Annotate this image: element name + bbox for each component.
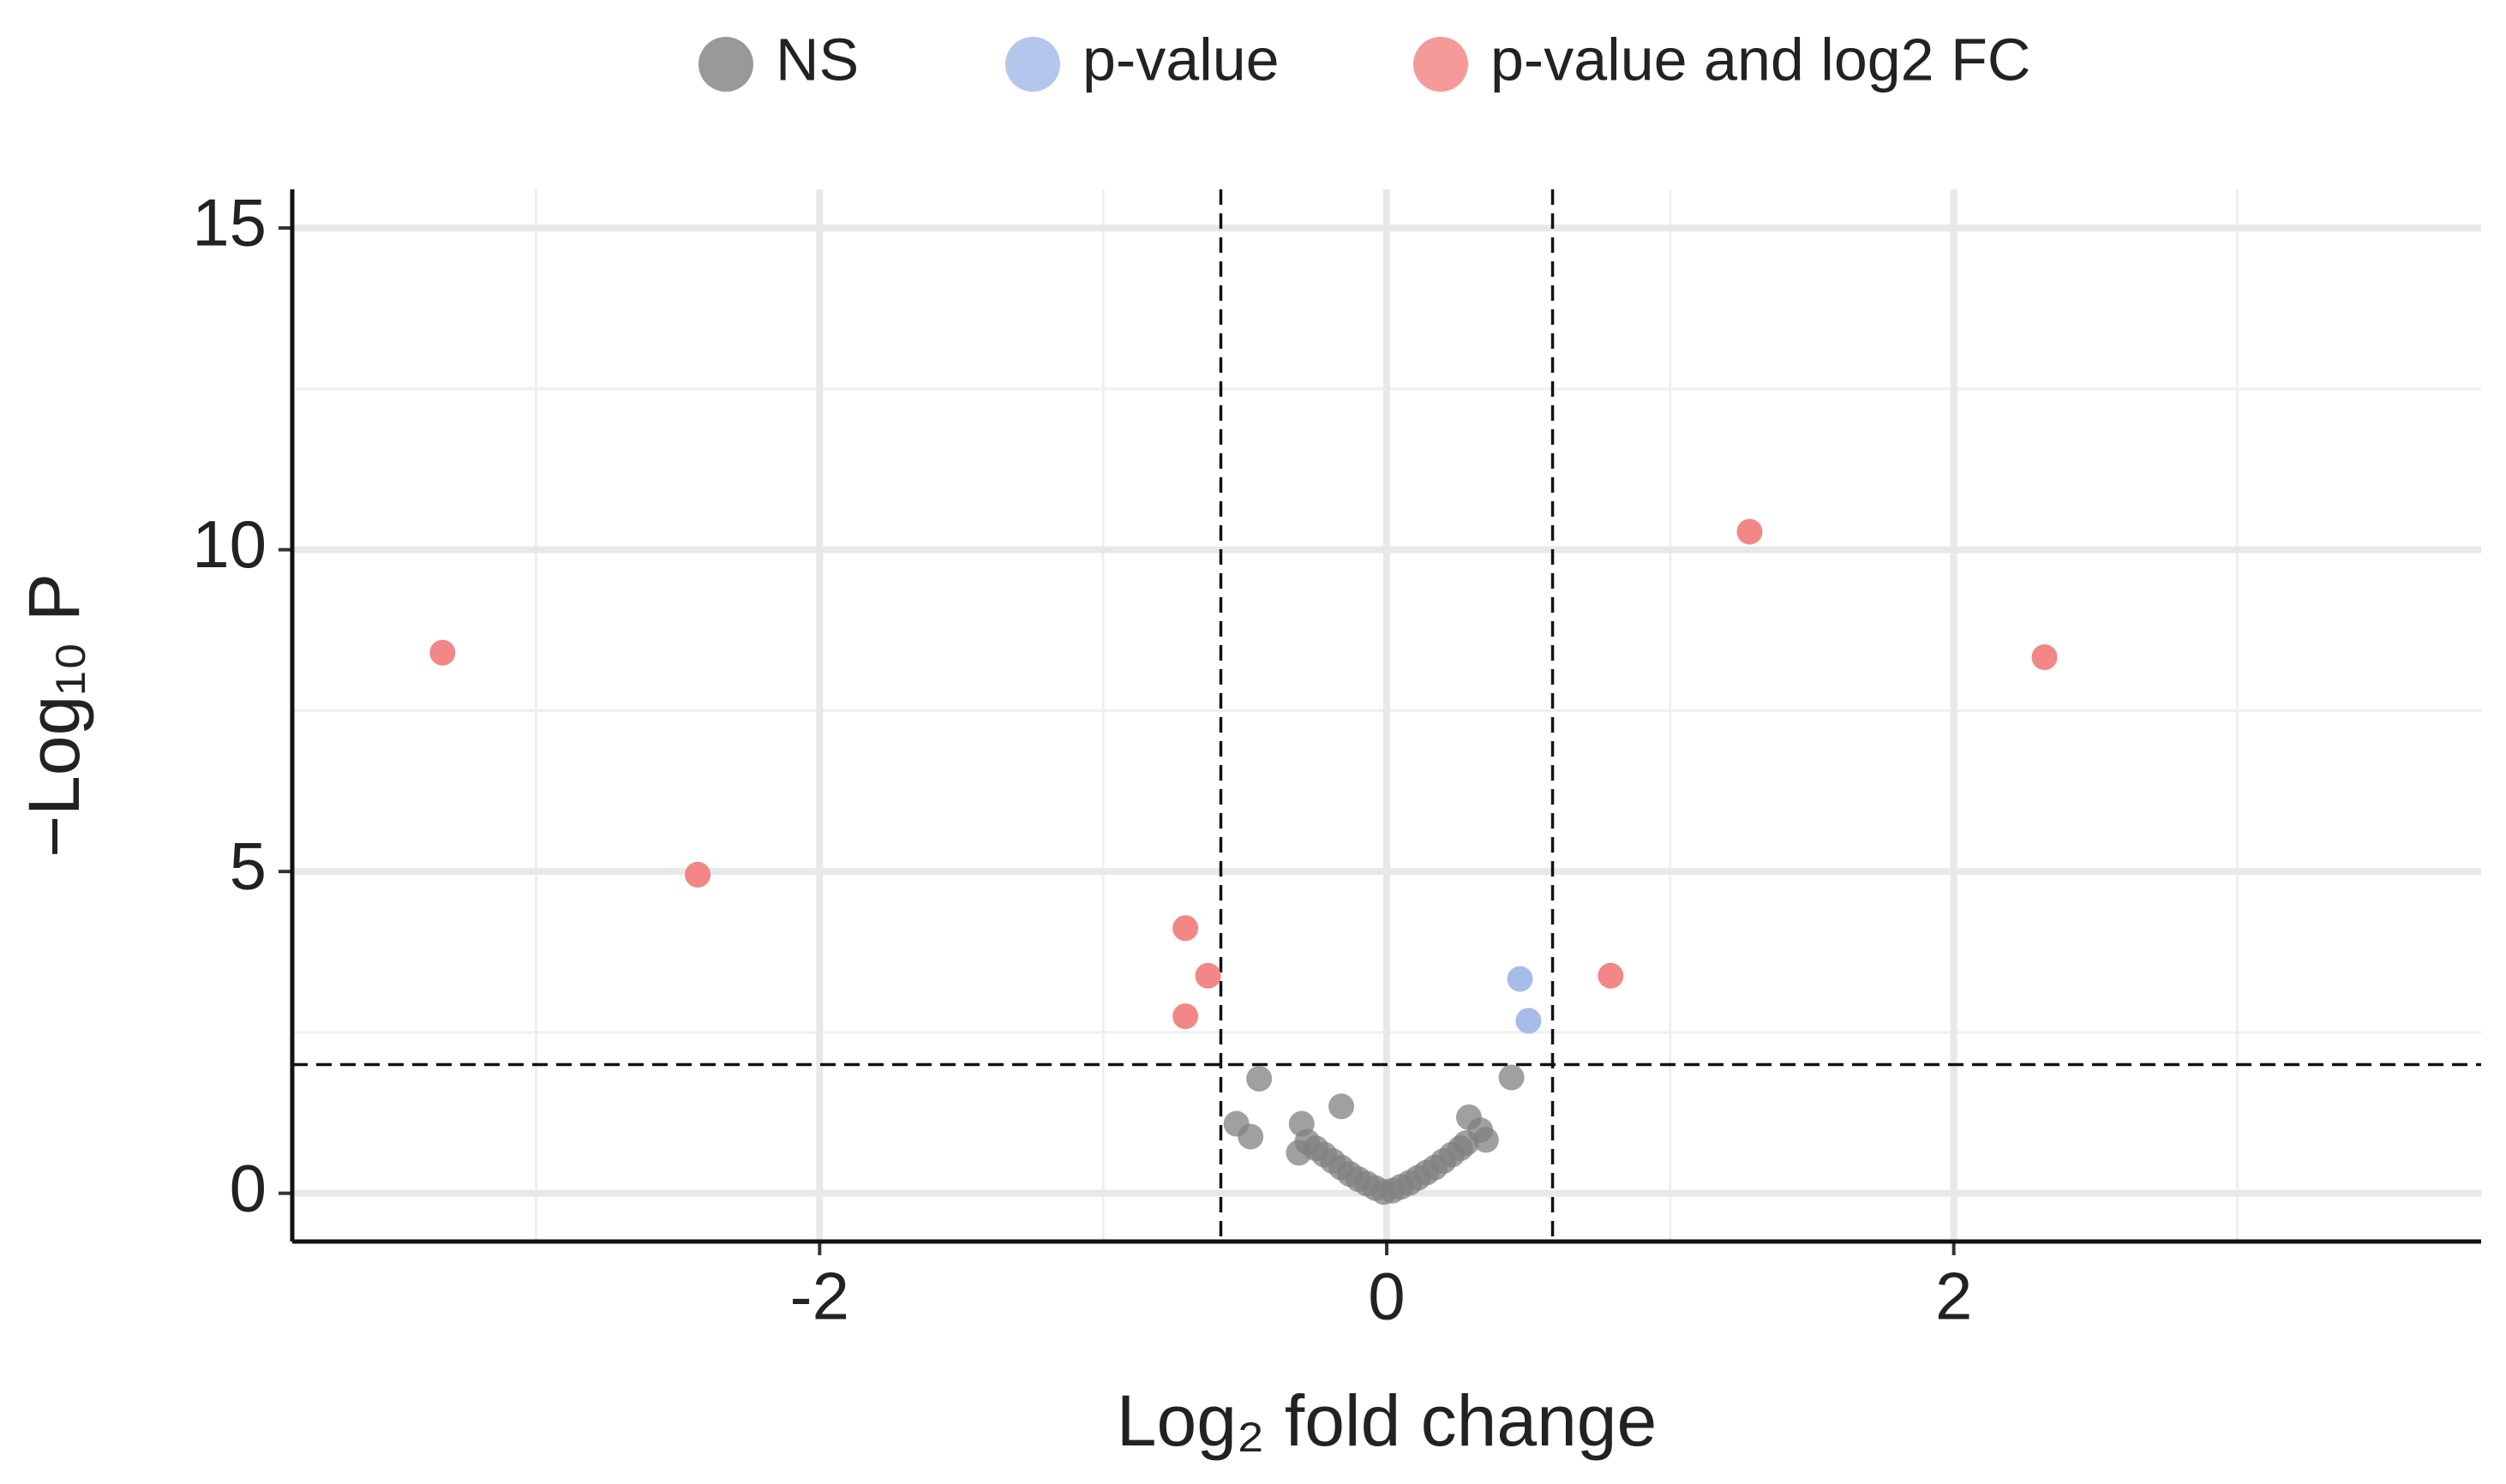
point [1736, 518, 1763, 545]
y-tick-label: 0 [230, 1150, 267, 1225]
point [685, 861, 711, 888]
x-tick-label: 0 [1368, 1259, 1405, 1334]
point [1507, 966, 1533, 992]
legend-swatch [698, 37, 753, 92]
point [1328, 1093, 1355, 1120]
point [1498, 1064, 1525, 1091]
legend-label: p-value and log2 FC [1490, 26, 2030, 93]
point [429, 639, 456, 666]
y-tick-label: 10 [192, 506, 267, 582]
legend-swatch [1413, 37, 1468, 92]
legend-swatch [1005, 37, 1060, 92]
point [1515, 1008, 1542, 1034]
point [1598, 962, 1624, 989]
legend-label: NS [776, 26, 859, 93]
point [1195, 962, 1221, 989]
point [1246, 1065, 1273, 1092]
y-tick-label: 5 [230, 829, 267, 904]
point [1172, 915, 1199, 942]
point [2031, 644, 2058, 671]
point [1238, 1123, 1264, 1150]
point [1172, 1003, 1199, 1030]
point [1472, 1127, 1499, 1153]
x-axis-title: Log₂ fold change [1117, 1380, 1657, 1461]
legend-label: p-value [1082, 26, 1280, 93]
y-axis-title: −Log₁₀ P [14, 573, 94, 858]
x-tick-label: -2 [790, 1259, 849, 1334]
y-tick-label: 15 [192, 185, 267, 260]
point [1453, 1130, 1479, 1157]
x-tick-label: 2 [1935, 1259, 1972, 1334]
